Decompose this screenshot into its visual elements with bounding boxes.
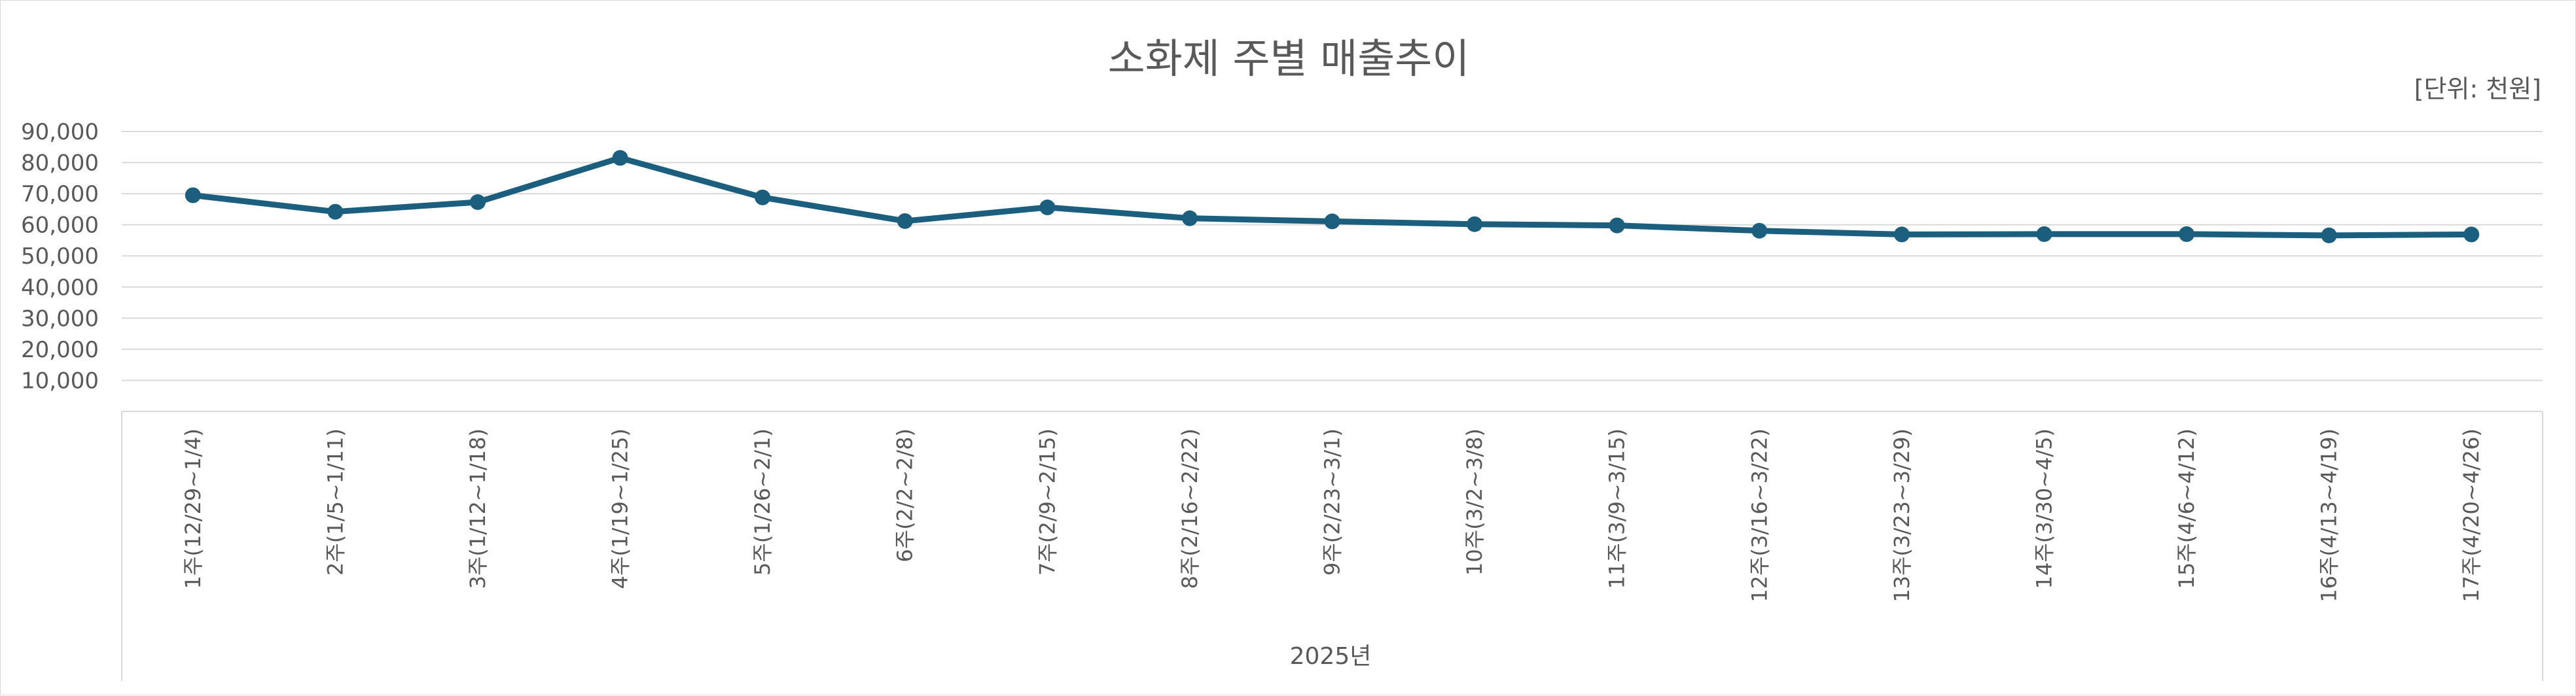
data-point	[2463, 226, 2480, 243]
data-point	[327, 203, 344, 220]
y-tick-label: 20,000	[21, 337, 99, 363]
x-tick-label: 9주(2/23~3/1)	[1320, 428, 1345, 576]
data-point	[2179, 226, 2195, 242]
x-tick-label: 1주(12/29~1/4)	[181, 428, 206, 589]
category-axis-box	[121, 411, 2543, 681]
chart-title: 소화제 주별 매출추이	[1108, 35, 1470, 82]
data-point	[1467, 216, 1483, 232]
data-point	[1893, 226, 1910, 243]
data-point	[1181, 210, 1198, 226]
x-tick-label: 16주(4/13~4/19)	[2317, 428, 2342, 602]
x-tick-label: 7주(2/9~2/15)	[1035, 428, 1060, 576]
data-point	[1609, 217, 1625, 234]
x-tick-label: 4주(1/19~1/25)	[608, 428, 633, 589]
data-point	[1751, 222, 1768, 239]
gridlines	[122, 131, 2543, 381]
x-tick-label: 10주(3/2~3/8)	[1462, 428, 1487, 576]
x-tick-label: 8주(2/16~2/22)	[1177, 428, 1202, 589]
unit-label: [단위: 천원]	[2414, 75, 2541, 103]
data-point	[469, 194, 486, 210]
x-tick-label: 11주(3/9~3/15)	[1605, 428, 1630, 589]
x-tick-label: 3주(1/12~1/18)	[465, 428, 490, 589]
data-point	[2036, 226, 2052, 242]
data-point	[2321, 227, 2337, 243]
x-tick-label: 14주(3/30~4/5)	[2031, 428, 2056, 589]
x-tick-label: 13주(3/23~3/29)	[1889, 428, 1914, 602]
y-tick-label: 90,000	[21, 119, 99, 145]
series-layer	[185, 150, 2480, 243]
x-tick-label: 12주(3/16~3/22)	[1747, 428, 1772, 602]
x-tick-label: 2주(1/5~1/11)	[323, 428, 348, 576]
x-tick-label: 6주(2/2~2/8)	[893, 428, 918, 563]
data-point	[1039, 200, 1056, 216]
y-tick-label: 60,000	[21, 213, 99, 239]
data-point	[185, 187, 201, 203]
data-point	[1324, 213, 1340, 230]
data-point	[897, 213, 913, 229]
y-tick-label: 70,000	[21, 181, 99, 207]
y-tick-label: 80,000	[21, 150, 99, 177]
y-axis-ticks: 10,000 20,000 30,000 40,000 50,000 60,000 70,0…	[21, 119, 99, 394]
x-axis-group-label: 2025년	[1290, 643, 1372, 670]
y-tick-label: 30,000	[21, 305, 99, 332]
y-tick-label: 40,000	[21, 275, 99, 301]
x-axis-ticks: 1주(12/29~1/4) 2주(1/5~1/11) 3주(1/12~1/18) 4주…	[181, 428, 2484, 602]
x-tick-label: 15주(4/6~4/12)	[2174, 428, 2199, 589]
data-point	[755, 189, 771, 205]
y-tick-label: 50,000	[21, 243, 99, 270]
x-tick-label: 17주(4/20~4/26)	[2459, 428, 2484, 602]
x-tick-label: 5주(1/26~2/1)	[750, 428, 775, 576]
y-tick-label: 10,000	[21, 368, 99, 394]
data-point	[612, 150, 628, 166]
